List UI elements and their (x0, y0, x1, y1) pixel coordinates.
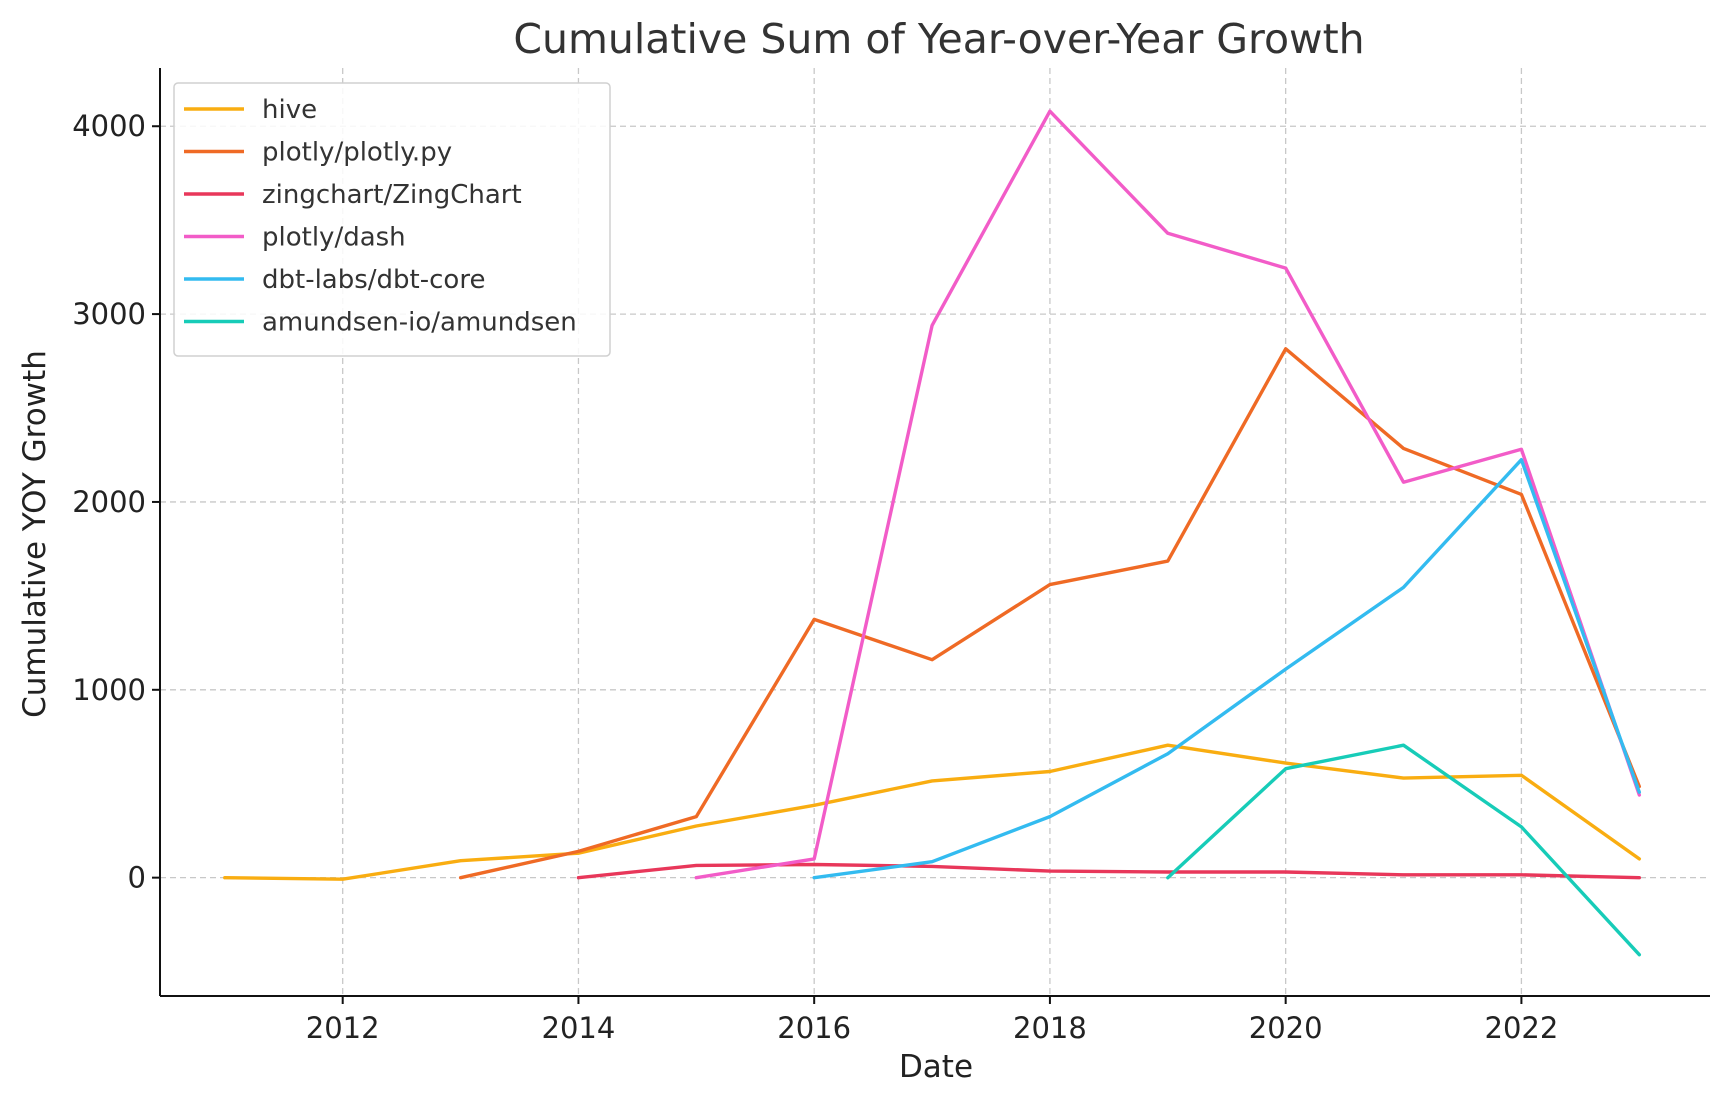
y-tick-label: 0 (128, 861, 146, 895)
legend-label-2: zingchart/ZingChart (262, 180, 522, 210)
x-tick-label: 2014 (542, 1011, 616, 1045)
series-line-3 (694, 109, 1642, 880)
legend-label-0: hive (262, 95, 317, 125)
x-tick-label: 2012 (306, 1011, 380, 1045)
series-line-2 (576, 862, 1642, 880)
axes (159, 68, 1710, 997)
series-line-1 (458, 347, 1642, 880)
x-tick-label: 2020 (1249, 1011, 1323, 1045)
y-axis-label: Cumulative YOY Growth (17, 350, 53, 718)
y-tick-label: 4000 (72, 109, 146, 143)
legend-label-3: plotly/dash (262, 223, 406, 253)
x-tick-label: 2022 (1485, 1011, 1559, 1045)
chart-title: Cumulative Sum of Year-over-Year Growth (513, 15, 1364, 63)
x-tick-label: 2018 (1013, 1011, 1087, 1045)
x-tick-label: 2016 (777, 1011, 851, 1045)
legend: hive plotly/plotly.py zingchart/ZingChart p… (173, 82, 611, 357)
y-tick-label: 2000 (72, 485, 146, 519)
tick-labels: 2012 2014 2016 2018 2020 2022 0 1000 2000 3000 400… (72, 109, 1558, 1045)
legend-box (173, 82, 611, 357)
legend-label-4: dbt-labs/dbt-core (262, 265, 485, 295)
legend-label-1: plotly/plotly.py (262, 138, 452, 168)
series-line-0 (223, 743, 1642, 881)
series-lines (223, 109, 1642, 957)
series-line-4 (812, 458, 1642, 880)
legend-label-5: amundsen-io/amundsen (262, 308, 577, 338)
y-tick-label: 3000 (72, 297, 146, 331)
x-axis-label: Date (899, 1049, 973, 1085)
series-line-5 (1166, 743, 1642, 957)
y-tick-label: 1000 (72, 673, 146, 707)
